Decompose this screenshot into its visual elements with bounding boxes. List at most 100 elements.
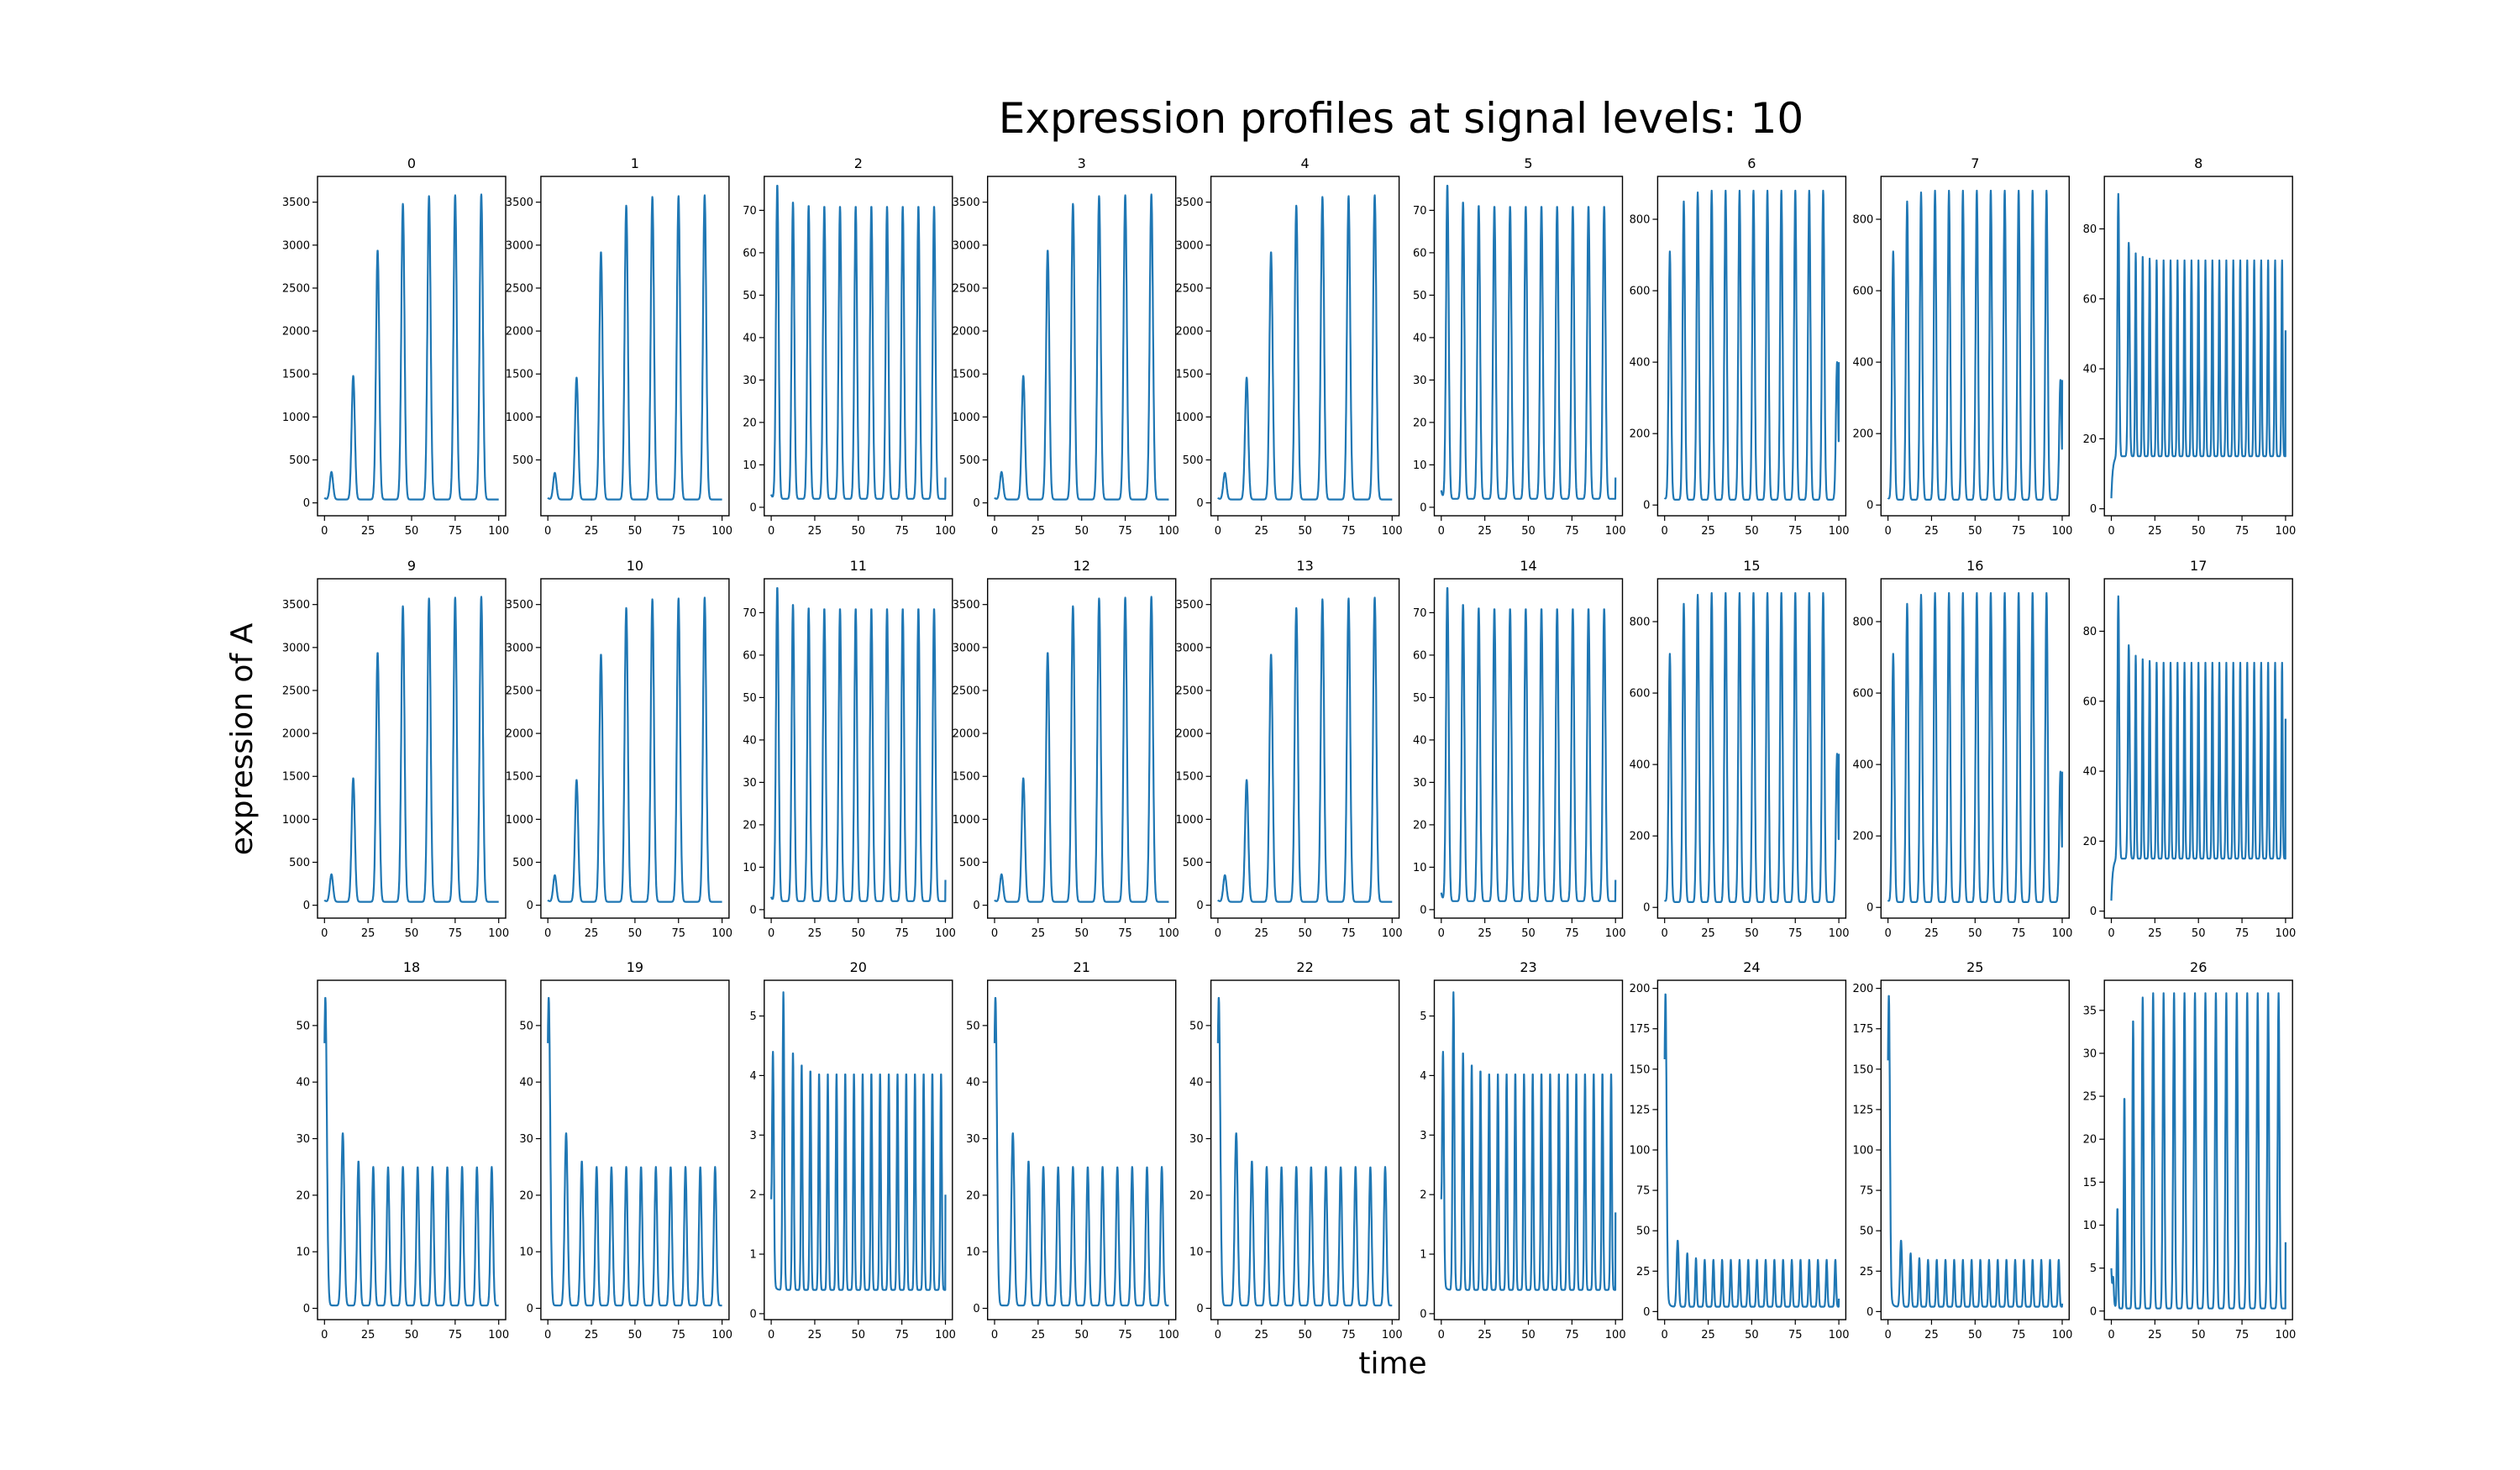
- y-tick-label: 30: [966, 1133, 980, 1146]
- x-tick-label: 25: [585, 927, 599, 940]
- series-line: [1663, 591, 1840, 904]
- y-tick-label: 80: [2083, 223, 2097, 236]
- x-tick-label: 0: [768, 927, 774, 940]
- x-tick-label: 50: [1521, 927, 1536, 940]
- x-tick-label: 100: [1605, 1329, 1626, 1341]
- x-tick-label: 75: [2235, 525, 2250, 538]
- series-line: [994, 596, 1170, 903]
- y-tick-label: 20: [2083, 433, 2097, 446]
- x-tick-label: 100: [2052, 1329, 2073, 1341]
- subplot-title: 17: [2190, 558, 2207, 574]
- y-tick-label: 0: [303, 497, 310, 510]
- y-tick-label: 200: [1852, 831, 1873, 843]
- y-tick-label: 1: [1420, 1249, 1426, 1262]
- x-tick-label: 25: [2148, 525, 2162, 538]
- y-tick-label: 70: [743, 607, 757, 620]
- y-tick-label: 0: [1643, 500, 1650, 512]
- y-tick-label: 2000: [953, 728, 980, 741]
- x-tick-label: 0: [321, 927, 328, 940]
- y-tick-label: 0: [1420, 1308, 1426, 1320]
- y-tick-label: 40: [1413, 332, 1427, 344]
- y-tick-label: 2000: [282, 326, 310, 339]
- y-tick-label: 50: [519, 1020, 533, 1032]
- y-tick-label: 500: [512, 857, 533, 869]
- x-tick-label: 0: [1662, 525, 1668, 538]
- y-tick-label: 1500: [1176, 369, 1204, 381]
- y-tick-label: 10: [296, 1247, 310, 1259]
- y-tick-label: 50: [743, 692, 757, 705]
- y-tick-label: 1000: [282, 814, 310, 827]
- x-tick-label: 25: [361, 1329, 375, 1341]
- y-tick-label: 10: [1189, 1247, 1204, 1259]
- x-tick-label: 75: [895, 927, 909, 940]
- x-tick-label: 25: [1701, 525, 1715, 538]
- x-tick-label: 100: [1382, 1329, 1403, 1341]
- y-tick-label: 50: [1413, 692, 1427, 705]
- y-tick-label: 1500: [282, 771, 310, 784]
- x-tick-label: 25: [1254, 927, 1268, 940]
- y-tick-label: 40: [1413, 734, 1427, 747]
- subplot-7: 7 0 25 50 75 100 0 200 400 600 800: [1852, 155, 2072, 538]
- y-tick-label: 20: [966, 1189, 980, 1202]
- y-tick-label: 400: [1852, 759, 1873, 772]
- x-tick-label: 75: [671, 1329, 685, 1341]
- y-tick-label: 3500: [1176, 197, 1204, 209]
- series-line: [323, 193, 500, 501]
- y-tick-label: 500: [1183, 857, 1204, 869]
- y-tick-label: 10: [1413, 459, 1427, 472]
- x-tick-label: 75: [2012, 1329, 2026, 1341]
- x-tick-label: 50: [1745, 927, 1759, 940]
- subplot-title: 7: [1971, 155, 1979, 171]
- y-tick-label: 1000: [506, 814, 533, 827]
- y-tick-label: 200: [1852, 428, 1873, 441]
- y-tick-label: 0: [527, 1303, 533, 1315]
- y-tick-label: 400: [1630, 357, 1651, 370]
- x-tick-label: 100: [1158, 927, 1179, 940]
- x-tick-label: 100: [935, 1329, 956, 1341]
- x-tick-label: 50: [1745, 1329, 1759, 1341]
- y-tick-label: 200: [1630, 983, 1651, 995]
- x-tick-label: 50: [1298, 525, 1312, 538]
- y-tick-label: 2500: [953, 685, 980, 697]
- x-tick-label: 75: [1118, 927, 1132, 940]
- x-tick-label: 75: [2012, 927, 2026, 940]
- x-tick-label: 0: [544, 927, 551, 940]
- y-tick-label: 3000: [953, 642, 980, 654]
- y-tick-label: 1500: [282, 369, 310, 381]
- series-line: [547, 996, 723, 1307]
- y-tick-label: 3500: [282, 197, 310, 209]
- y-tick-label: 35: [2083, 1005, 2097, 1017]
- y-tick-label: 0: [1196, 1303, 1203, 1315]
- y-tick-label: 60: [1413, 247, 1427, 260]
- x-tick-label: 0: [321, 1329, 328, 1341]
- x-tick-label: 25: [2148, 927, 2162, 940]
- subplot-title: 16: [1966, 558, 1983, 574]
- x-tick-label: 0: [1438, 525, 1445, 538]
- x-tick-label: 0: [2108, 927, 2114, 940]
- x-tick-label: 75: [1788, 525, 1803, 538]
- y-tick-label: 2500: [1176, 685, 1204, 697]
- y-tick-label: 40: [519, 1077, 533, 1089]
- x-tick-label: 25: [585, 1329, 599, 1341]
- x-tick-label: 100: [1605, 927, 1626, 940]
- y-tick-label: 70: [743, 205, 757, 218]
- series-line: [323, 596, 500, 903]
- subplot-14: 14 0 25 50 75 100 0 10 20 30 40 50 60 70: [1413, 558, 1626, 940]
- y-tick-label: 500: [512, 454, 533, 467]
- x-tick-label: 25: [361, 525, 375, 538]
- y-tick-label: 40: [296, 1077, 310, 1089]
- x-tick-label: 0: [1884, 927, 1891, 940]
- series-line: [1663, 189, 1840, 501]
- y-tick-label: 1000: [953, 814, 980, 827]
- x-tick-label: 50: [628, 927, 643, 940]
- y-tick-label: 2000: [506, 728, 533, 741]
- y-tick-label: 0: [2090, 503, 2097, 516]
- subplot-title: 23: [1520, 959, 1536, 975]
- y-tick-label: 0: [303, 900, 310, 912]
- y-tick-label: 1000: [506, 412, 533, 424]
- y-tick-label: 30: [743, 777, 757, 790]
